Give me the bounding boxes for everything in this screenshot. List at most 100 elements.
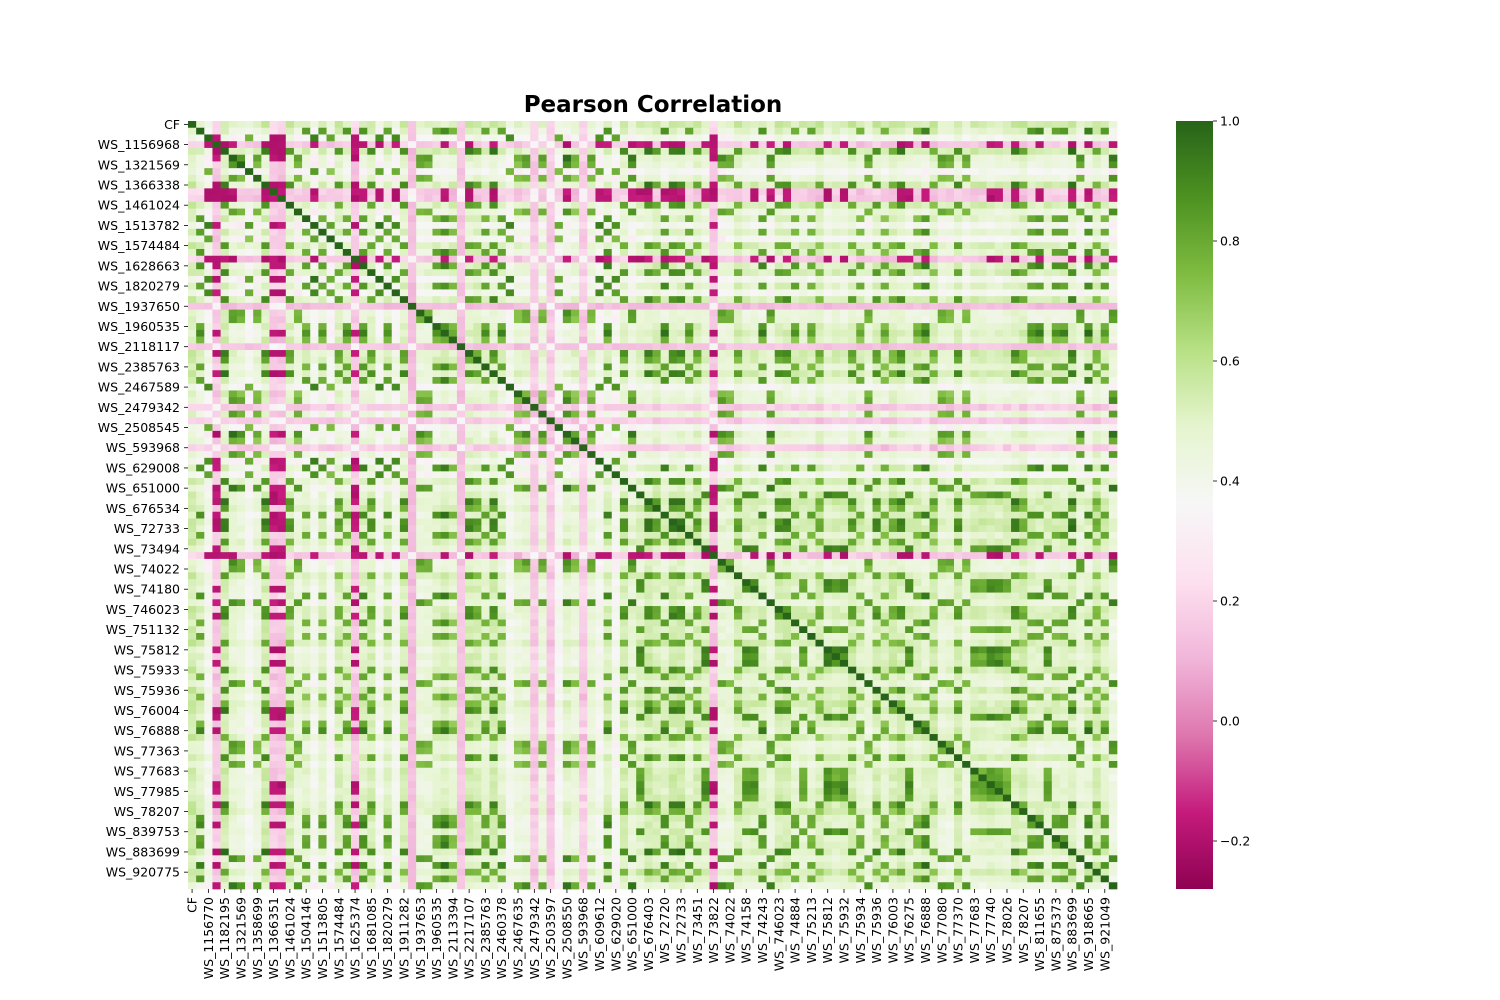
heatmap-cell [905, 242, 914, 250]
heatmap-cell [1035, 174, 1045, 182]
heatmap-cell [571, 289, 580, 297]
heatmap-cell [636, 329, 645, 337]
heatmap-cell [880, 127, 890, 135]
heatmap-cell [603, 329, 613, 337]
heatmap-cell [717, 127, 727, 135]
heatmap-cell [994, 329, 1004, 337]
heatmap-cell [628, 127, 637, 135]
heatmap-cell [595, 161, 604, 169]
heatmap-cell [579, 215, 588, 223]
heatmap-cell [709, 141, 719, 149]
heatmap-cell [212, 390, 221, 398]
heatmap-cell [1076, 249, 1085, 257]
heatmap-cell [1019, 195, 1028, 203]
heatmap-cell [571, 350, 580, 358]
heatmap-cell [1011, 262, 1020, 270]
heatmap-cell [766, 397, 776, 405]
heatmap-cell [481, 134, 490, 142]
heatmap-cell [1027, 188, 1036, 196]
heatmap-cell [432, 188, 441, 196]
heatmap-cell [522, 336, 531, 344]
heatmap-cell [326, 377, 336, 385]
heatmap-cell [733, 181, 743, 189]
heatmap-cell [391, 154, 401, 162]
heatmap-cell [937, 242, 947, 250]
heatmap-cell [359, 316, 368, 324]
heatmap-cell [1100, 208, 1110, 216]
heatmap-cell [856, 370, 865, 378]
heatmap-cell [318, 242, 327, 250]
heatmap-cell [342, 168, 352, 176]
heatmap-cell [253, 296, 262, 304]
heatmap-cell [799, 410, 808, 418]
heatmap-cell [815, 174, 824, 182]
heatmap-cell [440, 181, 450, 189]
heatmap-cell [799, 161, 808, 169]
heatmap-cell [416, 410, 425, 418]
heatmap-cell [644, 228, 653, 236]
heatmap-cell [929, 154, 939, 162]
heatmap-cell [872, 249, 882, 257]
heatmap-cell [1043, 356, 1053, 364]
heatmap-cell [742, 228, 751, 236]
heatmap-cell [383, 289, 393, 297]
heatmap-cell [807, 343, 816, 351]
heatmap-cell [668, 141, 678, 149]
heatmap-cell [261, 141, 270, 149]
heatmap-cell [945, 195, 955, 203]
heatmap-cell [693, 201, 702, 209]
heatmap-cell [725, 168, 735, 176]
heatmap-cell [872, 397, 882, 405]
heatmap-cell [701, 302, 710, 310]
heatmap-cell [717, 343, 727, 351]
heatmap-cell [1092, 161, 1102, 169]
heatmap-cell [212, 121, 221, 129]
heatmap-cell [554, 370, 564, 378]
heatmap-cell [522, 201, 531, 209]
heatmap-cell [497, 215, 507, 223]
heatmap-cell [448, 228, 458, 236]
heatmap-cell [408, 255, 417, 263]
heatmap-cell [408, 390, 417, 398]
heatmap-cell [1011, 174, 1020, 182]
heatmap-cell [758, 377, 767, 385]
heatmap-cell [807, 201, 816, 209]
heatmap-cell [522, 390, 531, 398]
heatmap-cell [742, 302, 751, 310]
heatmap-cell [733, 154, 743, 162]
heatmap-cell [774, 141, 784, 149]
heatmap-cell [595, 356, 604, 364]
heatmap-cell [399, 302, 409, 310]
heatmap-cell [318, 201, 327, 209]
heatmap-cell [269, 309, 278, 317]
heatmap-cell [848, 242, 857, 250]
heatmap-cell [644, 363, 653, 371]
heatmap-cell [701, 228, 710, 236]
heatmap-cell [538, 289, 547, 297]
heatmap-cell [888, 296, 898, 304]
heatmap-cell [318, 121, 327, 129]
heatmap-cell [342, 249, 352, 257]
heatmap-cell [652, 289, 661, 297]
heatmap-cell [1100, 154, 1110, 162]
heatmap-cell [848, 336, 857, 344]
heatmap-cell [432, 121, 441, 129]
heatmap-cell [587, 154, 596, 162]
heatmap-cell [750, 242, 759, 250]
heatmap-cell [579, 134, 588, 142]
heatmap-cell [628, 255, 637, 263]
heatmap-cell [929, 181, 939, 189]
heatmap-cell [709, 168, 719, 176]
heatmap-cell [522, 269, 531, 277]
heatmap-cell [1002, 296, 1012, 304]
heatmap-cell [1059, 336, 1069, 344]
heatmap-cell [456, 121, 466, 129]
heatmap-cell [970, 161, 979, 169]
heatmap-cell [905, 390, 914, 398]
heatmap-cell [1076, 350, 1085, 358]
heatmap-cell [628, 222, 637, 230]
heatmap-cell [489, 289, 499, 297]
heatmap-cell [1011, 168, 1020, 176]
heatmap-cell [245, 356, 254, 364]
heatmap-cell [611, 410, 621, 418]
